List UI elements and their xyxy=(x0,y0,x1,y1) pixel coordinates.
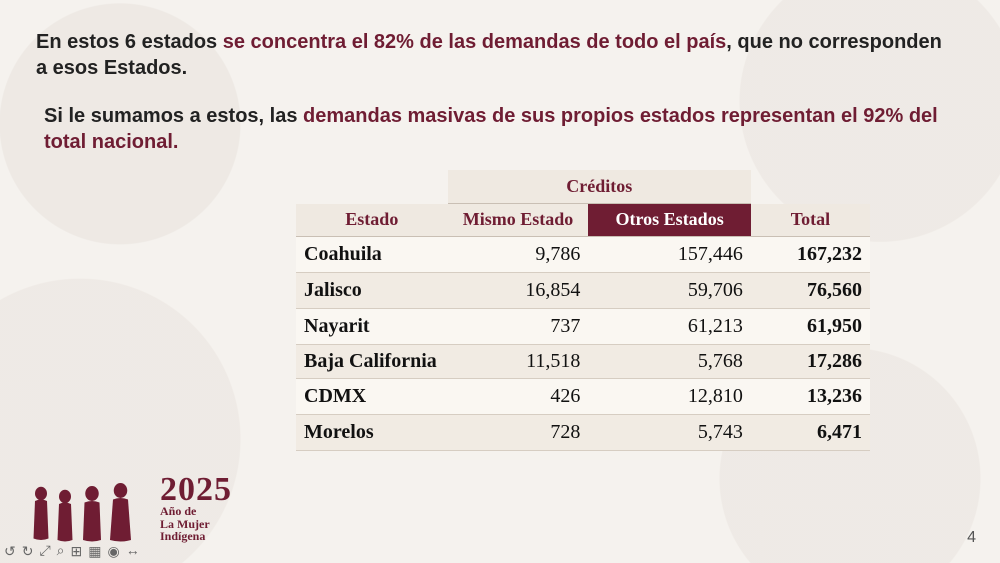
header-creditos: Créditos xyxy=(448,170,751,204)
cell-total: 6,471 xyxy=(751,414,870,450)
cell-otros: 61,213 xyxy=(588,308,750,344)
indigenous-women-icon xyxy=(26,471,146,543)
subheadline: Si le sumamos a estos, las demandas masi… xyxy=(44,104,950,155)
col-estado: Estado xyxy=(296,204,448,237)
undo-icon[interactable]: ↺ xyxy=(4,544,16,561)
page-number: 4 xyxy=(967,529,976,547)
cell-total: 61,950 xyxy=(751,308,870,344)
cell-estado: CDMX xyxy=(296,378,448,414)
cell-mismo: 16,854 xyxy=(448,272,589,308)
cell-total: 17,286 xyxy=(751,344,870,378)
table-row: Jalisco 16,854 59,706 76,560 xyxy=(296,272,870,308)
cell-estado: Coahuila xyxy=(296,236,448,272)
slide: En estos 6 estados se concentra el 82% d… xyxy=(0,0,1000,563)
viewer-toolbar: ↺ ↻ ⤢ ⌕ ⊞ ▦ ◉ ↔ xyxy=(4,544,140,561)
cell-mismo: 737 xyxy=(448,308,589,344)
cell-estado: Baja California xyxy=(296,344,448,378)
cell-otros: 12,810 xyxy=(588,378,750,414)
headline-accent: se concentra el 82% de las demandas de t… xyxy=(223,31,727,53)
zoom-icon[interactable]: ⌕ xyxy=(57,544,65,561)
headline-pre: En estos 6 estados xyxy=(36,31,223,53)
credits-table: Créditos Estado Mismo Estado Otros Estad… xyxy=(296,170,870,451)
table-row: Morelos 728 5,743 6,471 xyxy=(296,414,870,450)
cell-mismo: 9,786 xyxy=(448,236,589,272)
cell-mismo: 11,518 xyxy=(448,344,589,378)
credits-table-container: Créditos Estado Mismo Estado Otros Estad… xyxy=(296,170,870,451)
cell-otros: 59,706 xyxy=(588,272,750,308)
col-mismo-estado: Mismo Estado xyxy=(448,204,589,237)
layout-icon[interactable]: ▦ xyxy=(88,544,101,561)
fullscreen-icon[interactable]: ⤢ xyxy=(39,544,50,561)
table-row: CDMX 426 12,810 13,236 xyxy=(296,378,870,414)
table-row: Coahuila 9,786 157,446 167,232 xyxy=(296,236,870,272)
cell-mismo: 426 xyxy=(448,378,589,414)
cell-estado: Jalisco xyxy=(296,272,448,308)
cell-otros: 157,446 xyxy=(588,236,750,272)
table-row: Nayarit 737 61,213 61,950 xyxy=(296,308,870,344)
table-body: Coahuila 9,786 157,446 167,232 Jalisco 1… xyxy=(296,236,870,450)
headline: En estos 6 estados se concentra el 82% d… xyxy=(36,30,948,81)
cell-otros: 5,743 xyxy=(588,414,750,450)
footer-line3: Indígena xyxy=(160,530,232,543)
cell-otros: 5,768 xyxy=(588,344,750,378)
year-block: 2025 Año de La Mujer Indígena xyxy=(160,475,232,543)
col-otros-estados: Otros Estados xyxy=(588,204,750,237)
cell-total: 13,236 xyxy=(751,378,870,414)
header-spacer xyxy=(296,170,448,204)
arrows-icon[interactable]: ↔ xyxy=(126,544,140,561)
redo-icon[interactable]: ↻ xyxy=(22,544,34,561)
footer-logo: 2025 Año de La Mujer Indígena xyxy=(26,471,232,543)
cell-estado: Morelos xyxy=(296,414,448,450)
table-row: Baja California 11,518 5,768 17,286 xyxy=(296,344,870,378)
footer-year: 2025 xyxy=(160,475,232,506)
cell-total: 167,232 xyxy=(751,236,870,272)
record-icon[interactable]: ◉ xyxy=(107,544,119,561)
subhead-pre: Si le sumamos a estos, las xyxy=(44,105,303,127)
header-spacer-2 xyxy=(751,170,870,204)
cell-total: 76,560 xyxy=(751,272,870,308)
grid-icon[interactable]: ⊞ xyxy=(71,544,83,561)
col-total: Total xyxy=(751,204,870,237)
cell-mismo: 728 xyxy=(448,414,589,450)
cell-estado: Nayarit xyxy=(296,308,448,344)
